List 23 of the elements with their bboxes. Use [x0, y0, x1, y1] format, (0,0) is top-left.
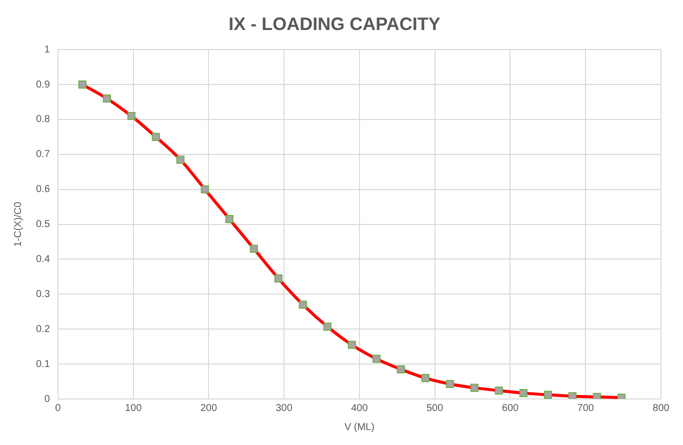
y-tick-label: 0.2 — [36, 324, 50, 335]
y-tick-label: 0.4 — [36, 254, 50, 265]
x-tick-label: 200 — [200, 402, 218, 414]
x-tick-label: 0 — [55, 402, 62, 414]
y-tick-label: 0 — [44, 394, 50, 405]
y-tick-label: 0.8 — [36, 114, 50, 126]
x-tick-label: 300 — [276, 402, 293, 414]
y-tick-label: 0.7 — [36, 149, 50, 160]
y-axis-title: 1-C(X)/C0 — [12, 201, 24, 247]
x-tick-label: 500 — [426, 402, 444, 414]
x-tick-label: 400 — [351, 402, 368, 414]
y-tick-label: 0.5 — [36, 219, 50, 230]
x-tick-label: 600 — [502, 402, 520, 414]
y-tick-label: 0.6 — [36, 184, 50, 196]
y-tick-label: 0.3 — [36, 288, 50, 300]
x-tick-label: 100 — [124, 402, 142, 414]
x-tick-label: 700 — [577, 402, 594, 414]
y-tick-label: 0.9 — [36, 79, 50, 90]
chart-title: IX - LOADING CAPACITY — [228, 14, 440, 34]
y-tick-label: 0.1 — [36, 358, 50, 370]
x-tick-label: 800 — [652, 402, 670, 414]
y-tick-label: 1 — [44, 44, 50, 56]
x-axis-title: V (ML) — [344, 422, 374, 433]
